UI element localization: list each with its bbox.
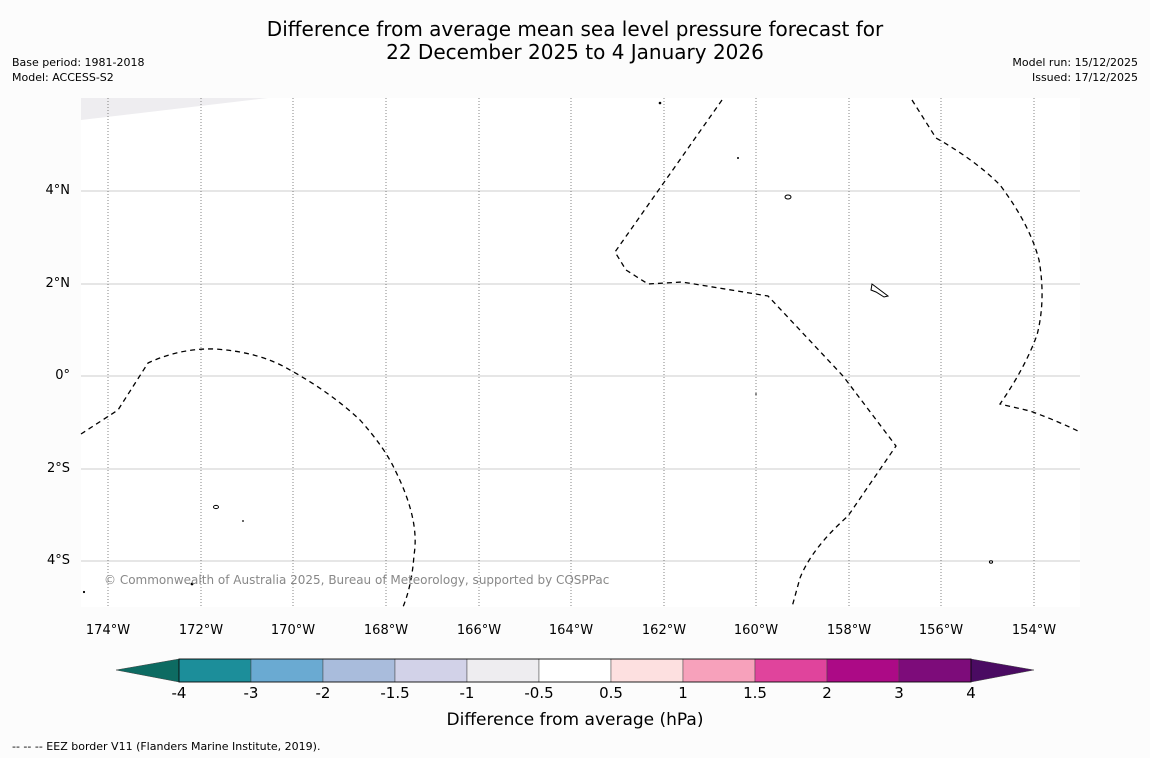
colorbar-segment	[538, 658, 612, 683]
islet-5	[190, 582, 194, 586]
islet-6	[82, 590, 86, 594]
copyright-notice: © Commonwealth of Australia 2025, Bureau…	[104, 573, 610, 587]
lon-gridlines	[107, 98, 1035, 607]
base-period: Base period: 1981-2018	[12, 56, 145, 69]
model-run: Model run: 15/12/2025	[1012, 56, 1138, 69]
colorbar-tick: 1	[678, 684, 688, 702]
lon-label-164w: 164°W	[548, 623, 594, 638]
colorbar-tick: -2	[315, 684, 331, 702]
island-southeast	[988, 560, 994, 564]
lon-label-168w: 168°W	[363, 623, 409, 638]
lon-label-174w: 174°W	[85, 623, 131, 638]
colorbar-segment	[898, 658, 972, 683]
lon-label-156w: 156°W	[918, 623, 964, 638]
lat-label-0: 0°	[55, 368, 70, 383]
title-line-1: Difference from average mean sea level p…	[266, 17, 884, 41]
island-kiritimati	[870, 283, 890, 298]
map-area	[81, 98, 1080, 607]
colorbar-tick: -1.5	[380, 684, 410, 702]
eez-border-kiribati-phoenix	[80, 348, 416, 608]
island-kanton	[213, 504, 219, 510]
colorbar-tick: -1	[459, 684, 475, 702]
colorbar-tick: 1.5	[743, 684, 767, 702]
colorbar	[115, 658, 1035, 683]
colorbar-extend-low	[115, 658, 180, 683]
meta-left: Base period: 1981-2018 Model: ACCESS-S2	[12, 55, 144, 85]
lon-label-170w: 170°W	[270, 623, 316, 638]
eez-border-line-islands-east	[911, 99, 1079, 432]
colorbar-segment	[466, 658, 540, 683]
colorbar-segment	[754, 658, 828, 683]
colorbar-extend-high	[970, 658, 1035, 683]
lat-label-4s: 4°S	[46, 553, 70, 568]
lat-label-2s: 2°S	[46, 461, 70, 476]
colorbar-tick: 4	[966, 684, 976, 702]
footnote: -- -- -- EEZ border V11 (Flanders Marine…	[12, 740, 321, 753]
lon-label-154w: 154°W	[1011, 623, 1057, 638]
colorbar-segment	[178, 658, 252, 683]
islet-4	[242, 520, 244, 522]
colorbar-tick: -0.5	[524, 684, 554, 702]
eez-border-line-islands-west	[614, 99, 897, 608]
island-teraina	[784, 194, 792, 200]
colorbar-segment	[250, 658, 324, 683]
lat-gridlines	[81, 190, 1080, 562]
colorbar-segment	[682, 658, 756, 683]
issued-date: Issued: 17/12/2025	[1031, 71, 1138, 84]
colorbar-segment	[322, 658, 396, 683]
shaded-anomaly-region	[81, 98, 268, 120]
title-line-2: 22 December 2025 to 4 January 2026	[386, 40, 764, 64]
islands	[213, 194, 994, 564]
colorbar-segment	[394, 658, 468, 683]
colorbar-outline	[178, 658, 972, 683]
chart-title: Difference from average mean sea level p…	[0, 18, 1150, 64]
colorbar-tick: -3	[243, 684, 259, 702]
colorbar-tick: 2	[822, 684, 832, 702]
lon-label-162w: 162°W	[641, 623, 687, 638]
colorbar-title: Difference from average (hPa)	[446, 710, 704, 730]
islet-1	[658, 101, 662, 105]
lon-label-158w: 158°W	[826, 623, 872, 638]
lat-label-4n: 4°N	[45, 183, 71, 198]
colorbar-segments	[178, 658, 972, 683]
lon-label-172w: 172°W	[178, 623, 224, 638]
islet-2	[737, 157, 739, 159]
model-name: Model: ACCESS-S2	[12, 71, 114, 84]
meta-right: Model run: 15/12/2025 Issued: 17/12/2025	[1012, 55, 1138, 85]
islet-3	[755, 393, 757, 395]
colorbar-segment	[826, 658, 900, 683]
colorbar-segment	[610, 658, 684, 683]
colorbar-tick: -4	[171, 684, 187, 702]
islets	[82, 101, 757, 594]
lon-label-166w: 166°W	[456, 623, 502, 638]
lat-label-2n: 2°N	[45, 276, 71, 291]
colorbar-tick: 0.5	[599, 684, 623, 702]
eez-borders	[80, 99, 1079, 608]
colorbar-tick: 3	[894, 684, 904, 702]
lon-label-160w: 160°W	[733, 623, 779, 638]
